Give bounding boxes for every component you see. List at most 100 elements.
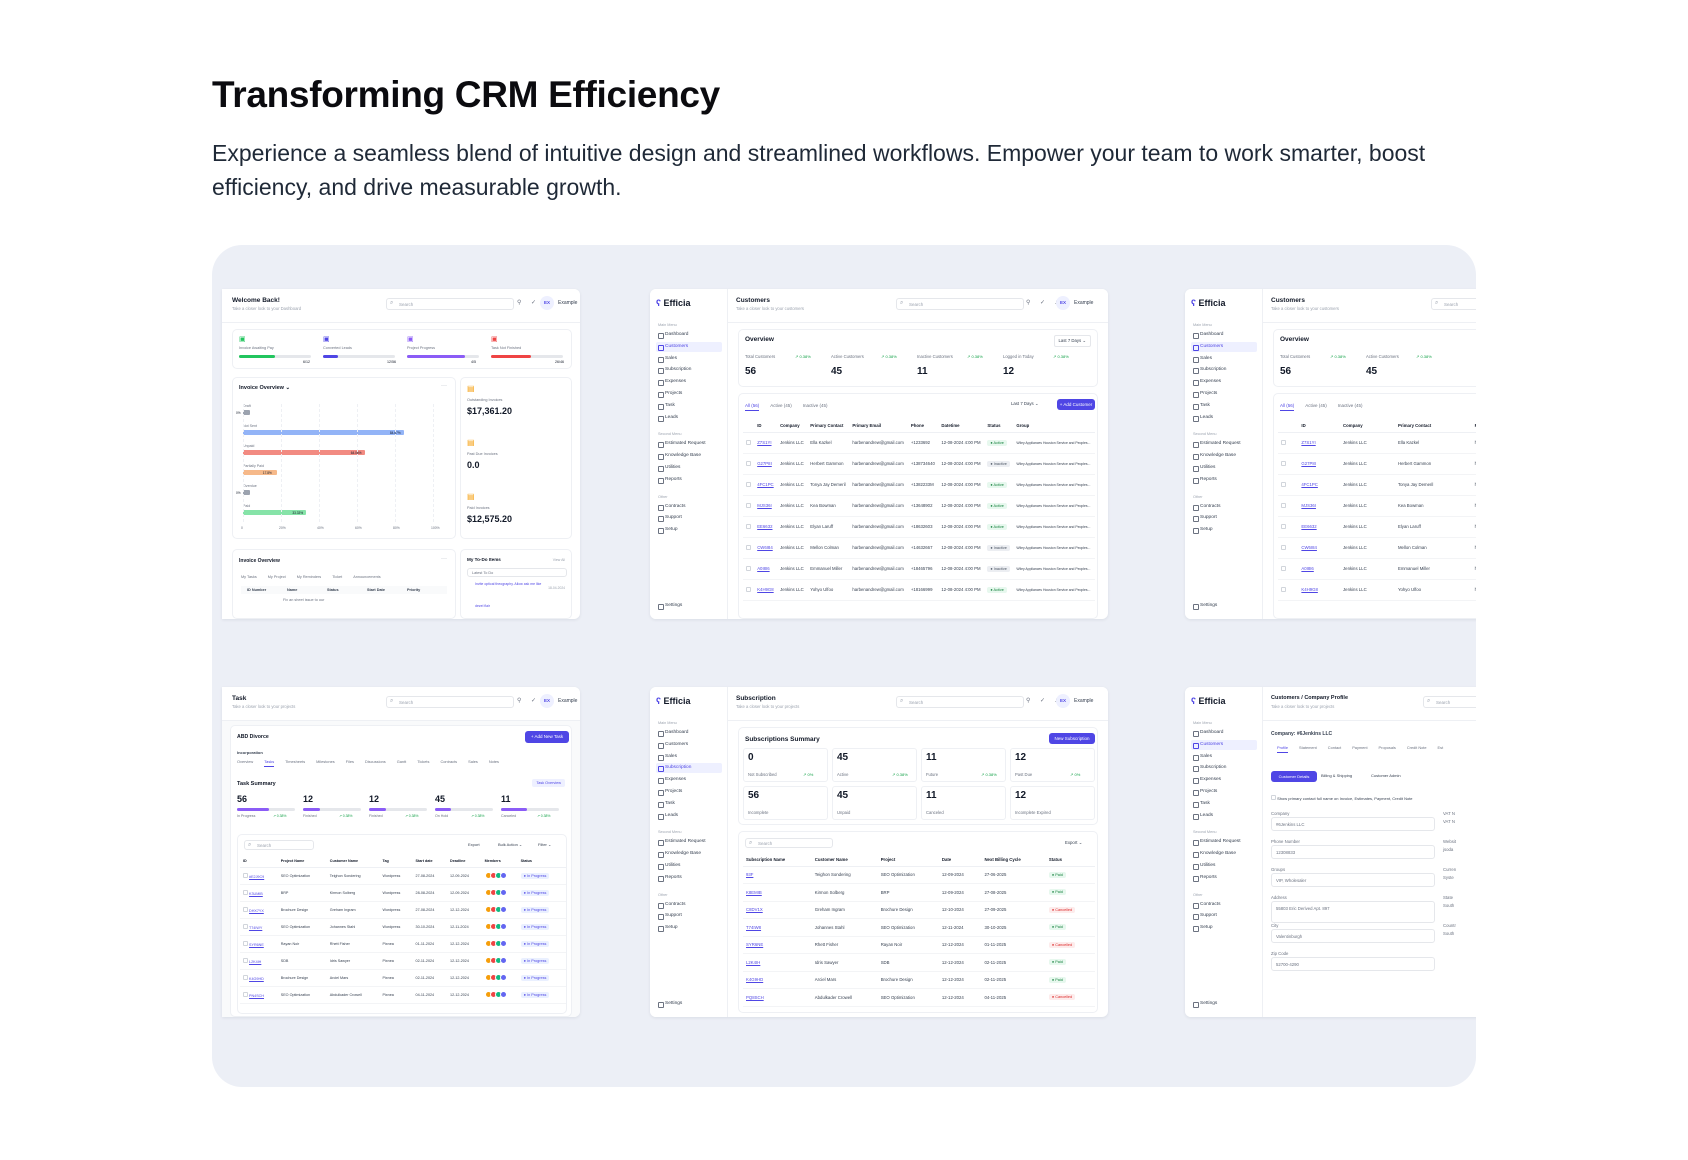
- sidebar-item-knowledge-base[interactable]: Knowledge Base: [1191, 849, 1257, 859]
- avatar[interactable]: EX: [540, 694, 554, 708]
- checkbox[interactable]: [1281, 523, 1286, 529]
- task-id-link[interactable]: K3UMIB: [249, 891, 263, 896]
- sidebar-item-contracts[interactable]: Contracts: [1191, 502, 1257, 512]
- filter-tab[interactable]: All (56): [1280, 403, 1295, 411]
- tab[interactable]: Statement: [1299, 745, 1317, 750]
- table-row[interactable]: C8DV1X Greham Ingram Brochure Design 12-10-…: [743, 901, 1095, 919]
- tab[interactable]: Gantt: [396, 759, 407, 764]
- member-avatar[interactable]: [499, 905, 507, 913]
- column-header[interactable]: Phone: [907, 420, 939, 433]
- sidebar-item-setup[interactable]: Setup: [1191, 923, 1257, 933]
- checkbox[interactable]: [746, 565, 751, 571]
- customer-id-link[interactable]: CW6I84: [757, 545, 773, 550]
- todo-select[interactable]: Latest To Do: [467, 568, 567, 577]
- sidebar-item-subscription[interactable]: Subscription: [656, 763, 722, 774]
- sidebar-item-sales[interactable]: Sales: [1191, 752, 1257, 762]
- sidebar-item-dashboard[interactable]: Dashboard: [656, 330, 722, 340]
- table-row[interactable]: 93F Teighon Sondering SEO Optimization 12-0…: [743, 866, 1095, 884]
- column-header[interactable]: Deadline: [447, 855, 482, 868]
- more-icon[interactable]: ···: [441, 556, 447, 562]
- column-header[interactable]: Start date: [412, 855, 448, 868]
- sidebar-item-leads[interactable]: Leads: [1191, 413, 1257, 423]
- sidebar-item-customers[interactable]: Customers: [1191, 739, 1257, 750]
- project-tabs[interactable]: Overview Tasks Timesheets Milestones Files Di…: [237, 759, 510, 767]
- sidebar-item-task[interactable]: Task: [1191, 401, 1257, 411]
- subtab[interactable]: Customer Details: [1271, 771, 1317, 782]
- search-input[interactable]: Search: [386, 298, 514, 310]
- row-checkbox[interactable]: [1278, 579, 1299, 601]
- column-header[interactable]: Project: [877, 854, 939, 867]
- field-input[interactable]: 12308833: [1271, 845, 1435, 859]
- customer-id-link[interactable]: EE6632: [757, 524, 773, 529]
- customer-id-link[interactable]: G27P8I: [757, 461, 772, 466]
- table-row[interactable]: Fix an sheet issue to our: [283, 598, 325, 602]
- subtab[interactable]: Customer Admin: [1371, 773, 1401, 778]
- sidebar-item-task[interactable]: Task: [1191, 799, 1257, 809]
- table-row[interactable]: L2K4IH Idris Sawyer SDB 12-12-2024 02-11-202…: [743, 953, 1095, 972]
- table-row[interactable]: T74IWY SEO Optimization Johannes Stahl Word…: [240, 918, 566, 936]
- sidebar-item-sales[interactable]: Sales: [656, 354, 722, 364]
- member-avatar[interactable]: [499, 973, 507, 981]
- search-input[interactable]: Search: [896, 298, 1024, 310]
- filter-tab[interactable]: Active (45): [770, 403, 792, 408]
- tab[interactable]: Contact: [1327, 745, 1342, 750]
- table-row[interactable]: K3UMIB BRP Kirmon Solberg Wordpress 28-08-20…: [240, 884, 566, 902]
- sidebar-item-reports[interactable]: Reports: [656, 873, 722, 883]
- table-row[interactable]: K8EMIB Kirmon Solberg BRP 12-09-2024 27-08-2…: [743, 883, 1095, 902]
- sidebar-item-expenses[interactable]: Expenses: [656, 377, 722, 387]
- customer-id-link[interactable]: A0I8I6: [757, 566, 770, 571]
- row-checkbox[interactable]: [743, 537, 755, 559]
- customer-id-link[interactable]: A0I8I6: [1301, 566, 1314, 571]
- sidebar-item-sales[interactable]: Sales: [1191, 354, 1257, 364]
- checkbox[interactable]: [1281, 565, 1286, 571]
- subscription-link[interactable]: L2K4IH: [746, 959, 761, 965]
- avatar[interactable]: EX: [540, 296, 554, 310]
- sidebar-item-dashboard[interactable]: Dashboard: [656, 728, 722, 738]
- customer-id-link[interactable]: K4H9G8: [1301, 587, 1318, 592]
- tab[interactable]: Payment: [1352, 745, 1368, 750]
- todo-item[interactable]: dezel flair: [475, 604, 490, 608]
- sidebar-item-task[interactable]: Task: [656, 401, 722, 411]
- tab[interactable]: Files: [345, 759, 354, 764]
- search-input[interactable]: Search: [1431, 298, 1476, 310]
- checkbox[interactable]: [1281, 544, 1286, 550]
- checkbox[interactable]: [1281, 481, 1286, 487]
- sidebar-item-leads[interactable]: Leads: [1191, 811, 1257, 821]
- sidebar-item-support[interactable]: Support: [656, 911, 722, 921]
- column-header[interactable]: Primary Email: [1471, 420, 1476, 433]
- sidebar-item-setup[interactable]: Setup: [1191, 525, 1257, 535]
- tab[interactable]: Tasks: [264, 759, 275, 767]
- search-input[interactable]: Search: [386, 696, 514, 708]
- row-checkbox[interactable]: [743, 558, 755, 580]
- user-name[interactable]: Example: [558, 300, 578, 306]
- primary-contact-checkbox[interactable]: Show primary contact full name on Invoic…: [1271, 795, 1413, 801]
- checkbox[interactable]: [1281, 460, 1286, 466]
- field-input[interactable]: Valentinburgh: [1271, 929, 1435, 943]
- row-checkbox[interactable]: [1278, 558, 1299, 580]
- toolbar-icons[interactable]: ⚲ ✓ ♪: [1026, 698, 1062, 704]
- row-checkbox[interactable]: [1278, 453, 1299, 475]
- date-range-select[interactable]: Last 7 Days ⌄: [1011, 401, 1039, 406]
- tab[interactable]: My Reminders: [296, 575, 322, 579]
- export-button[interactable]: Export: [468, 842, 480, 847]
- sidebar-item-customers[interactable]: Customers: [656, 341, 722, 352]
- sidebar-item-projects[interactable]: Projects: [1191, 389, 1257, 399]
- customer-id-link[interactable]: Z7S1YI: [1301, 440, 1316, 445]
- table-row[interactable]: K4G9HD Arciel Mars Brochure Design 12-12-20…: [743, 971, 1095, 989]
- column-header[interactable]: Company: [777, 420, 808, 433]
- column-header[interactable]: Status: [1045, 854, 1095, 867]
- table-row[interactable]: SYR6NE Rayan Noir Rhett Fisher Pixnea 01-11-…: [240, 935, 566, 953]
- checkbox[interactable]: [243, 906, 248, 912]
- bulk-action-select[interactable]: Bulk Action ⌄: [498, 842, 523, 847]
- table-row[interactable]: PN4SCH SEO Optimization Abdulkader Crowell…: [240, 986, 566, 1004]
- field-input[interactable]: VIP, Wholesaler: [1271, 873, 1435, 887]
- customer-id-link[interactable]: MJS36I: [757, 503, 772, 508]
- brand-logo[interactable]: ʕ Efficia: [1191, 298, 1226, 308]
- tab[interactable]: My Tasks: [241, 575, 257, 579]
- table-row[interactable]: #E2J9C9 SEO Optimization Teighon Sondering…: [240, 867, 566, 885]
- more-icon[interactable]: ···: [441, 383, 447, 389]
- sidebar-item-dashboard[interactable]: Dashboard: [1191, 330, 1257, 340]
